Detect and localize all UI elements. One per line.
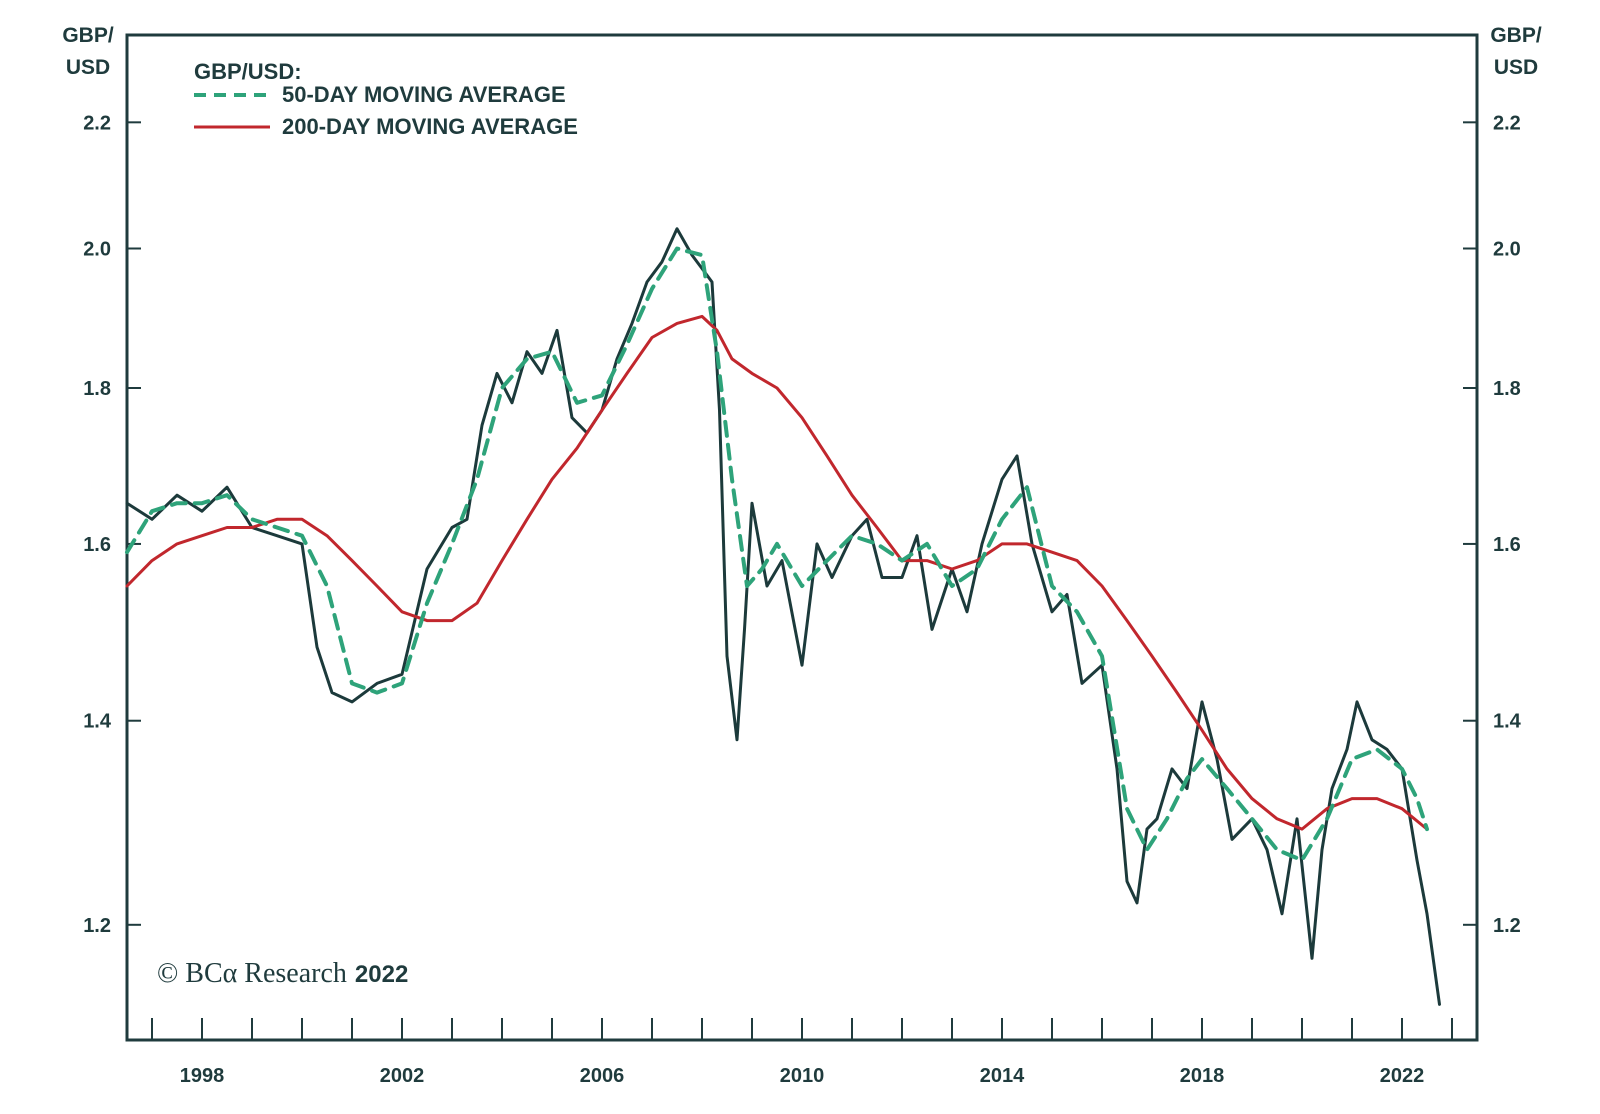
xtick-label-0: 1998	[180, 1065, 225, 1087]
legend-title: GBP/USD:	[194, 59, 302, 84]
copyright-text: © BCα Research 2022	[157, 958, 408, 989]
ytick-label-left-2: 1.6	[83, 534, 111, 556]
right-axis-unit-line-2: USD	[1494, 56, 1538, 79]
legend-label-ma50: 50-DAY MOVING AVERAGE	[282, 82, 566, 107]
ytick-label-left-3: 1.8	[83, 378, 111, 400]
ytick-label-right-4: 2.0	[1493, 239, 1521, 261]
legend: GBP/USD: 50-DAY MOVING AVERAGE 200-DAY M…	[194, 59, 578, 139]
gbpusd-spot-line	[125, 227, 1441, 1006]
ytick-label-right-2: 1.6	[1493, 534, 1521, 556]
xtick-label-5: 2018	[1180, 1065, 1225, 1087]
copyright-year: 2022	[355, 961, 408, 988]
ytick-label-left-0: 1.2	[83, 915, 111, 937]
ytick-label-right-3: 1.8	[1493, 378, 1521, 400]
copyright-prefix: © BC	[157, 958, 223, 989]
copyright-alpha: α	[223, 958, 238, 989]
ytick-label-right-0: 1.2	[1493, 915, 1521, 937]
ytick-label-right-5: 2.2	[1493, 112, 1521, 134]
xtick-label-3: 2010	[780, 1065, 825, 1087]
axis-tick-labels: 1.2 1.2 1.4 1.4 1.6 1.6 1.8 1.8 2.0 2.0 2.2 2.2 1998…	[83, 112, 1521, 1087]
xtick-label-1: 2002	[380, 1065, 425, 1087]
right-axis-unit-line-1: GBP/	[1490, 24, 1542, 47]
series-layer	[125, 227, 1441, 1006]
axis-ticks	[127, 121, 1477, 1040]
legend-label-ma200: 200-DAY MOVING AVERAGE	[282, 114, 578, 139]
ma50-line	[125, 246, 1429, 863]
xtick-label-2: 2006	[580, 1065, 625, 1087]
ytick-label-left-4: 2.0	[83, 239, 111, 261]
xtick-label-4: 2014	[980, 1065, 1025, 1087]
left-axis-unit-line-1: GBP/	[62, 24, 114, 47]
copyright-name: Research	[237, 958, 347, 989]
ytick-label-left-5: 2.2	[83, 112, 111, 134]
ytick-label-left-1: 1.4	[83, 711, 112, 733]
ma200-line	[125, 314, 1429, 831]
ytick-label-right-1: 1.4	[1493, 711, 1522, 733]
xtick-label-6: 2022	[1380, 1065, 1425, 1087]
left-axis-unit-line-2: USD	[66, 56, 110, 79]
